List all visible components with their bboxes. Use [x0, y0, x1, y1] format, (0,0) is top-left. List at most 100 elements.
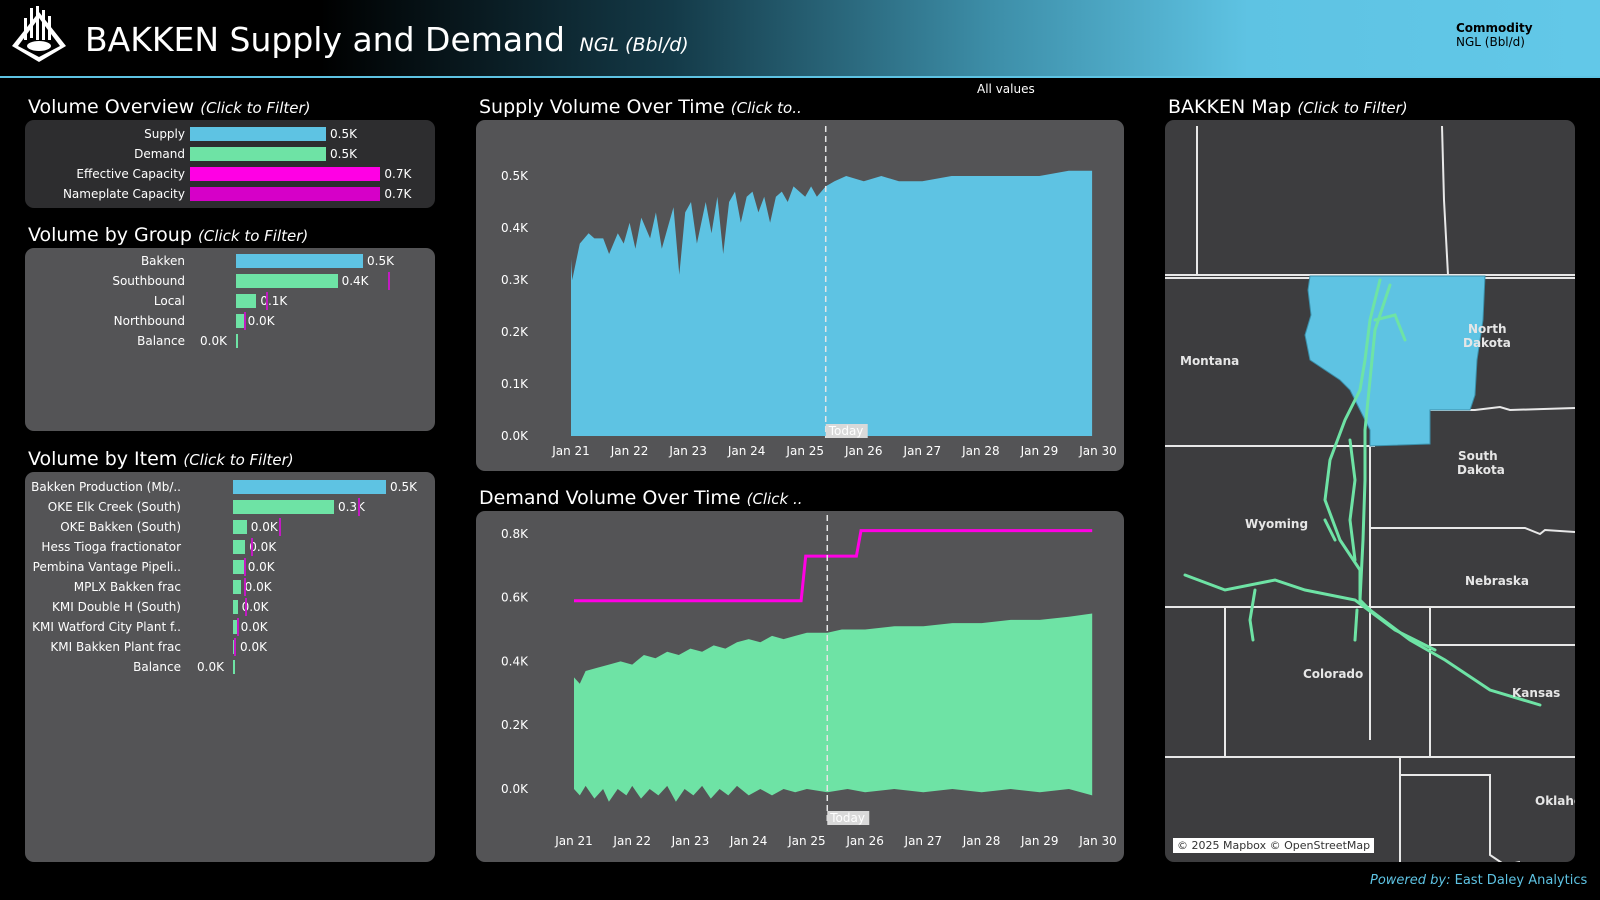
item-value: 0.0K [247, 560, 275, 574]
x-tick-label: Jan 29 [1020, 834, 1059, 848]
item-row[interactable]: OKE Bakken (South) 0.0K [25, 517, 435, 537]
demand-chart-title-text: Demand Volume Over Time [479, 487, 741, 509]
supply-chart-panel[interactable]: 0.0K 0.1K 0.2K 0.3K 0.4K 0.5K Jan 21 Jan 22 Jan … [476, 120, 1124, 471]
map-label-colorado: Colorado [1303, 667, 1363, 681]
all-values-filter[interactable]: All values [977, 82, 1035, 96]
map-attribution[interactable]: © 2025 Mapbox © OpenStreetMap [1173, 838, 1375, 853]
item-bar[interactable] [233, 520, 247, 534]
item-label: Bakken Production (Mb/.. [31, 480, 181, 494]
overview-bar[interactable] [190, 127, 326, 141]
group-bar[interactable] [236, 314, 244, 328]
group-row[interactable]: Northbound 0.0K [25, 311, 435, 331]
item-row[interactable]: MPLX Bakken frac 0.0K [25, 577, 435, 597]
item-value: 0.0K [250, 520, 278, 534]
overview-row[interactable]: Supply 0.5K [25, 124, 435, 144]
item-label: KMI Bakken Plant frac [50, 640, 181, 654]
map-title-text: BAKKEN Map [1168, 96, 1292, 118]
item-row[interactable]: KMI Bakken Plant frac 0.0K [25, 637, 435, 657]
item-bar[interactable] [233, 560, 244, 574]
x-tick-label: Jan 23 [668, 444, 707, 458]
bakken-map[interactable]: Montana North Dakota South Dakota Wyomin… [1165, 120, 1575, 862]
demand-area-chart[interactable]: 0.0K 0.2K 0.4K 0.6K 0.8K Jan 21 Jan 22 Jan 23 Ja… [476, 511, 1124, 862]
overview-row[interactable]: Nameplate Capacity 0.7K [25, 184, 435, 204]
demand-area[interactable] [574, 613, 1093, 802]
item-value: 0.0K [244, 580, 272, 594]
item-bar[interactable] [233, 580, 241, 594]
map-title: BAKKEN Map (Click to Filter) [1168, 96, 1408, 118]
today-badge [825, 424, 868, 438]
overview-value: 0.7K [384, 187, 412, 201]
overview-row[interactable]: Effective Capacity 0.7K [25, 164, 435, 184]
group-bar[interactable] [236, 294, 257, 308]
item-capacity-marker [234, 638, 237, 656]
item-bar[interactable] [233, 540, 246, 554]
item-capacity-marker [251, 538, 254, 556]
commodity-filter[interactable]: Commodity NGL (Bbl/d) [1456, 21, 1533, 49]
map-label-montana: Montana [1180, 354, 1239, 368]
item-value: 0.3K [337, 500, 365, 514]
map-label-south-dakota-1: South [1458, 449, 1498, 463]
y-tick-label: 0.0K [501, 782, 529, 796]
item-row[interactable]: OKE Elk Creek (South) 0.3K [25, 497, 435, 517]
group-row[interactable]: Bakken 0.5K [25, 251, 435, 271]
group-bar[interactable] [236, 254, 363, 268]
item-bar[interactable] [233, 660, 235, 674]
item-value: 0.0K [241, 600, 269, 614]
item-row[interactable]: KMI Double H (South) 0.0K [25, 597, 435, 617]
supply-area[interactable] [571, 170, 1093, 437]
powered-by-company[interactable]: East Daley Analytics [1454, 873, 1588, 888]
x-tick-label: Jan 28 [962, 834, 1001, 848]
demand-chart-hint: (Click .. [746, 490, 803, 508]
volume-overview-title-text: Volume Overview [28, 96, 195, 118]
x-tick-label: Jan 22 [610, 444, 649, 458]
group-value: 0.0K [247, 314, 275, 328]
item-row[interactable]: Balance 0.0K [25, 657, 435, 677]
supply-chart-title: Supply Volume Over Time (Click to.. [479, 96, 802, 118]
overview-row[interactable]: Demand 0.5K [25, 144, 435, 164]
volume-overview-panel: Supply 0.5K Demand 0.5K Effective Capacity 0.… [25, 120, 435, 208]
map-label-north-dakota-1: North [1468, 322, 1506, 336]
x-tick-label: Jan 29 [1020, 444, 1059, 458]
overview-value: 0.5K [330, 127, 357, 141]
overview-bar[interactable] [190, 147, 326, 161]
item-row[interactable]: Pembina Vantage Pipeli.. 0.0K [25, 557, 435, 577]
group-row[interactable]: Southbound 0.4K [25, 271, 435, 291]
supply-area-chart[interactable]: 0.0K 0.1K 0.2K 0.3K 0.4K 0.5K Jan 21 Jan 22 Jan … [476, 120, 1124, 471]
volume-by-item-title-text: Volume by Item [28, 448, 178, 470]
x-tick-label: Jan 21 [554, 834, 593, 848]
x-tick-label: Jan 24 [729, 834, 768, 848]
item-bar[interactable] [233, 620, 237, 634]
capacity-line[interactable] [574, 529, 1093, 603]
volume-by-group-title: Volume by Group (Click to Filter) [28, 224, 308, 246]
item-row[interactable]: Bakken Production (Mb/.. 0.5K [25, 477, 435, 497]
group-bar[interactable] [236, 334, 238, 348]
item-bar[interactable] [233, 480, 386, 494]
group-capacity-marker [266, 292, 269, 310]
overview-bar[interactable] [190, 167, 381, 181]
y-tick-label: 0.3K [501, 273, 529, 287]
group-row[interactable]: Local 0.1K [25, 291, 435, 311]
group-bar[interactable] [236, 274, 338, 288]
overview-bar[interactable] [190, 187, 381, 201]
group-row[interactable]: Balance 0.0K [25, 331, 435, 351]
group-value: 0.0K [200, 334, 227, 348]
item-value: 0.0K [240, 640, 267, 654]
item-capacity-marker [278, 518, 281, 536]
map-label-south-dakota-2: Dakota [1457, 463, 1505, 477]
map-label-oklahoma: Oklahc [1535, 794, 1575, 808]
today-label: Today [828, 424, 864, 438]
item-value: 0.0K [240, 620, 268, 634]
item-bar[interactable] [233, 600, 238, 614]
item-row[interactable]: KMI Watford City Plant f.. 0.0K [25, 617, 435, 637]
item-capacity-marker [358, 498, 361, 516]
x-tick-label: Jan 26 [845, 834, 884, 848]
item-bar[interactable] [233, 500, 334, 514]
item-label: Hess Tioga fractionator [41, 540, 181, 554]
powered-by: Powered by: East Daley Analytics [1370, 873, 1587, 888]
demand-chart-panel[interactable]: 0.0K 0.2K 0.4K 0.6K 0.8K Jan 21 Jan 22 Jan 23 Ja… [476, 511, 1124, 862]
item-row[interactable]: Hess Tioga fractionator 0.0K [25, 537, 435, 557]
overview-value: 0.7K [384, 167, 412, 181]
item-label: Pembina Vantage Pipeli.. [32, 560, 181, 574]
item-capacity-marker [245, 598, 248, 616]
map-canvas[interactable]: Montana North Dakota South Dakota Wyomin… [1165, 120, 1575, 862]
